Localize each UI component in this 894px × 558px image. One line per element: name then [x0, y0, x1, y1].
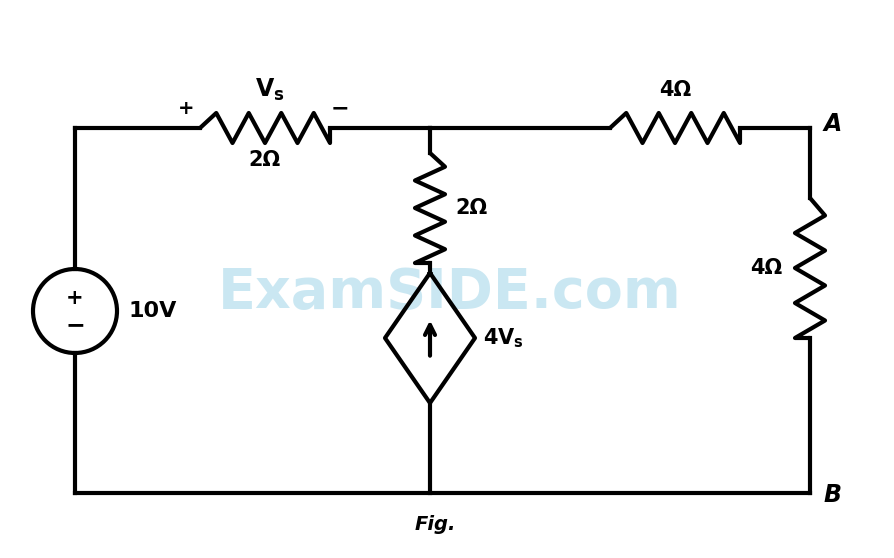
Text: 4Ω: 4Ω: [749, 258, 781, 278]
Text: +: +: [178, 99, 194, 118]
Text: B: B: [823, 483, 841, 507]
Text: Fig.: Fig.: [414, 516, 455, 535]
Text: ExamSIDE.com: ExamSIDE.com: [218, 266, 681, 320]
Text: −: −: [65, 313, 85, 337]
Text: 2Ω: 2Ω: [454, 198, 486, 218]
Text: 2Ω: 2Ω: [249, 150, 281, 170]
Text: −: −: [330, 98, 349, 118]
Text: $\mathbf{4V_s}$: $\mathbf{4V_s}$: [483, 326, 523, 350]
Text: A: A: [823, 112, 841, 136]
Text: +: +: [66, 288, 84, 308]
Text: 4Ω: 4Ω: [658, 80, 690, 100]
Text: 10V: 10V: [129, 301, 177, 321]
Text: $\mathbf{V_s}$: $\mathbf{V_s}$: [255, 77, 284, 103]
